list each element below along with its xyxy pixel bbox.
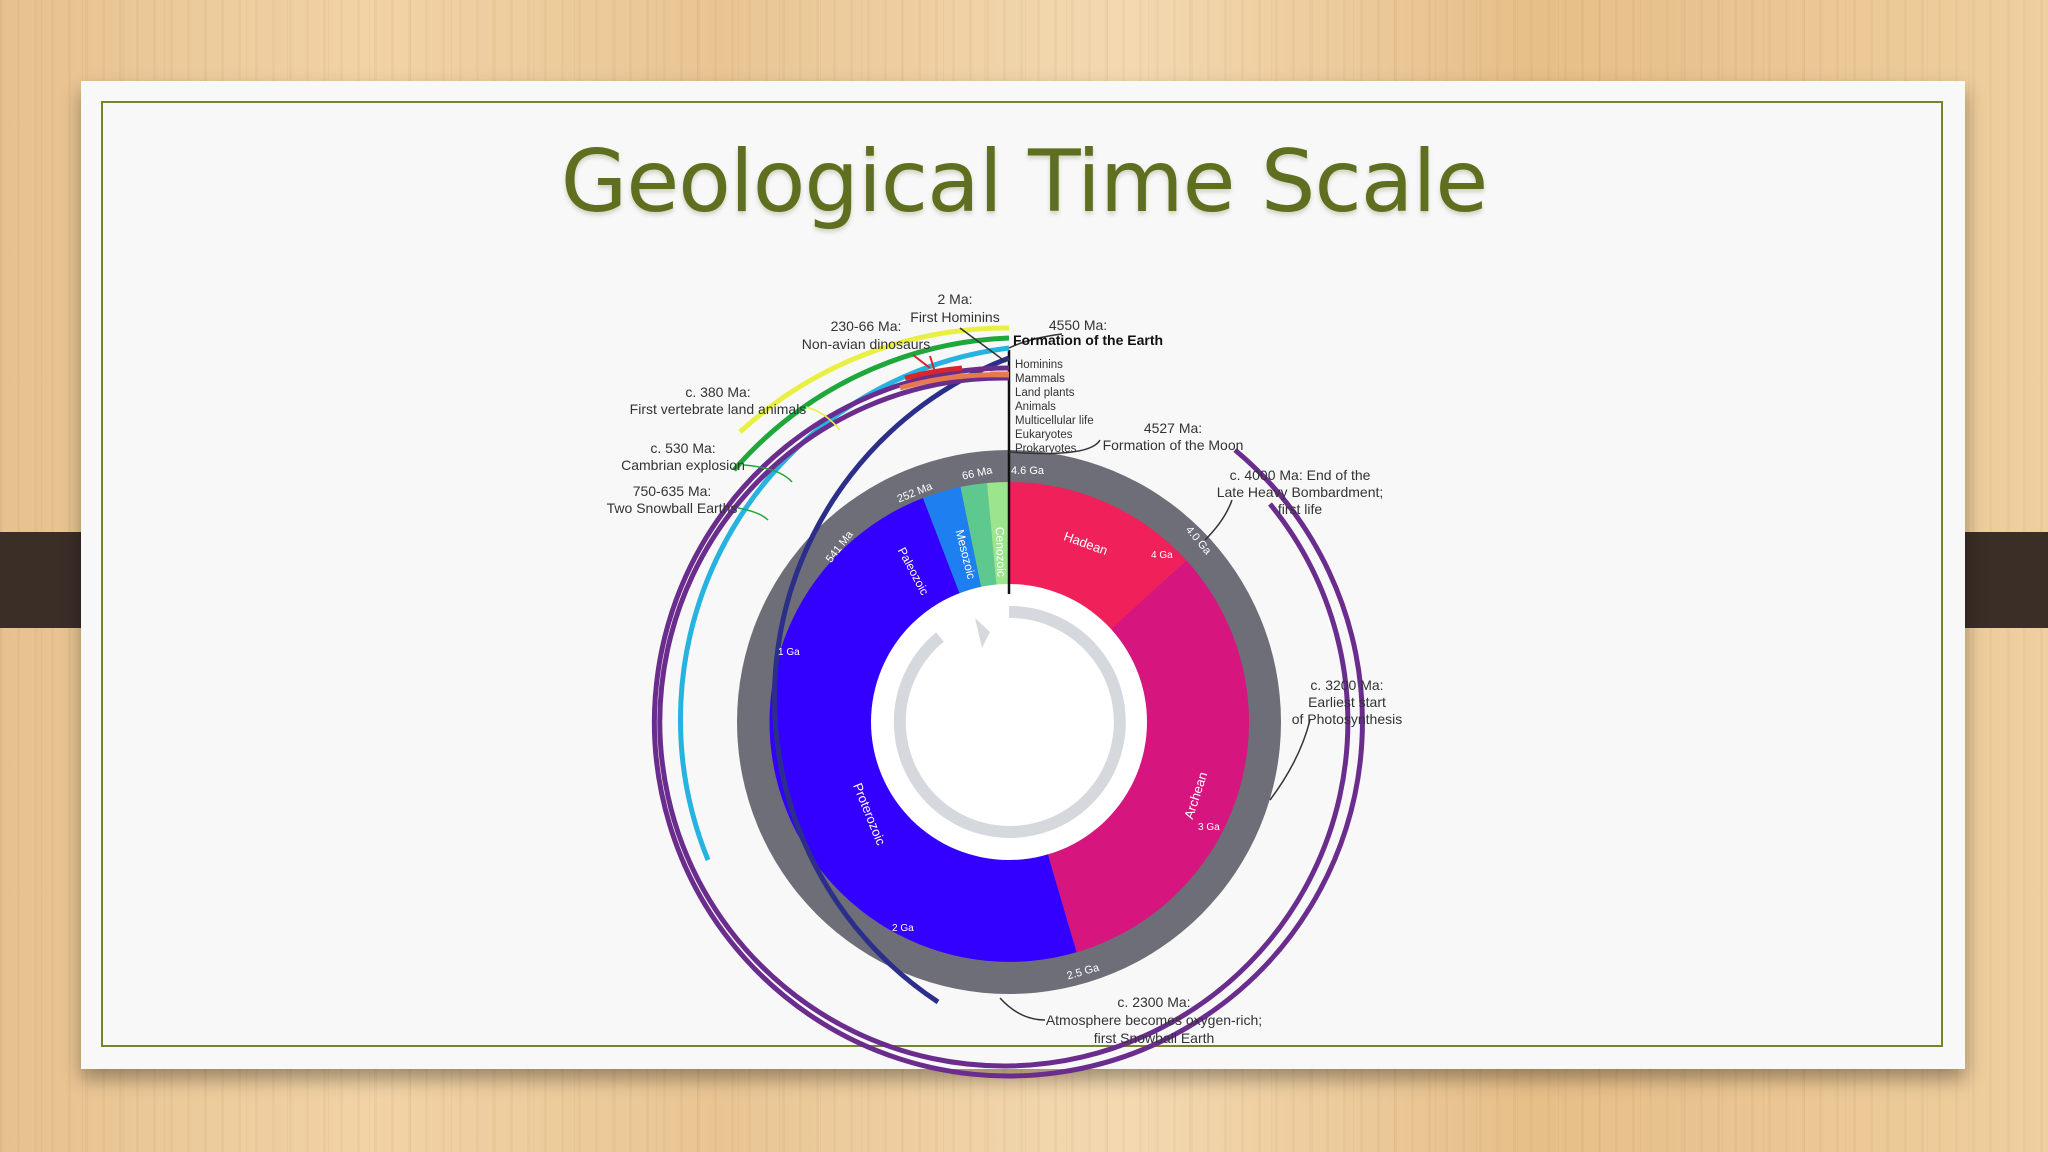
dinosaurs-date: 230-66 Ma: bbox=[831, 318, 902, 334]
snowball-date: 750-635 Ma: bbox=[633, 483, 712, 499]
moon-text: Formation of the Moon bbox=[1103, 437, 1244, 453]
life-label-land-plants: Land plants bbox=[1015, 387, 1075, 399]
time-direction-arrow bbox=[893, 605, 1126, 838]
bombardment-line-1: c. 4000 Ma: End of the bbox=[1230, 467, 1371, 483]
hominins-date: 2 Ma: bbox=[937, 291, 972, 307]
dinosaurs-text: Non-avian dinosaurs bbox=[802, 336, 930, 352]
photosynthesis-arc bbox=[657, 375, 1351, 1069]
inner-disc bbox=[871, 584, 1147, 860]
tick-2ga: 2 Ga bbox=[892, 923, 914, 934]
photosynthesis-line-2: Earliest start bbox=[1308, 694, 1386, 710]
leader-moon bbox=[1008, 439, 1101, 455]
life-label-hominins: Hominins bbox=[1015, 359, 1063, 371]
life-label-animals: Animals bbox=[1015, 401, 1056, 413]
animals-arc bbox=[732, 335, 1010, 472]
slide-border bbox=[101, 101, 1943, 1047]
tick-3ga: 3 Ga bbox=[1198, 822, 1220, 833]
tick-1ga: 1 Ga bbox=[778, 647, 800, 658]
life-label-prokaryotes: Prokaryotes bbox=[1015, 443, 1077, 455]
land-animals-date: c. 380 Ma: bbox=[685, 384, 750, 400]
leader-bombardment bbox=[1204, 499, 1233, 541]
bombardment-line-3: first life bbox=[1278, 501, 1323, 517]
dinosaurs-arc bbox=[904, 365, 963, 381]
hominins-text: First Hominins bbox=[910, 309, 999, 325]
moon-date: 4527 Ma: bbox=[1144, 420, 1202, 436]
oxygen-line-3: first Snowball Earth bbox=[1094, 1030, 1215, 1046]
tick-4ga: 4 Ga bbox=[1151, 550, 1173, 561]
life-label-eukaryotes: Eukaryotes bbox=[1015, 429, 1073, 441]
life-list: Hominins Mammals Land plants Animals Mul… bbox=[1015, 359, 1094, 455]
life-label-mammals: Mammals bbox=[1015, 373, 1065, 385]
prokaryotes-arc bbox=[651, 365, 1365, 1079]
leader-earth bbox=[1008, 333, 1063, 349]
earth-date: 4550 Ma: bbox=[1049, 317, 1107, 333]
photosynthesis-line-3: of Photosynthesis bbox=[1292, 711, 1403, 727]
cenozoic-label: Cenozoic bbox=[993, 527, 1009, 577]
cambrian-text: Cambrian explosion bbox=[621, 457, 745, 473]
photosynthesis-line-1: c. 3200 Ma: bbox=[1310, 677, 1383, 693]
bombardment-line-2: Late Heavy Bombardment; bbox=[1217, 484, 1384, 500]
cambrian-date: c. 530 Ma: bbox=[650, 440, 715, 456]
arrow-head-icon bbox=[975, 618, 990, 648]
life-label-multicellular: Multicellular life bbox=[1015, 415, 1094, 427]
oxygen-line-2: Atmosphere becomes oxygen-rich; bbox=[1046, 1012, 1262, 1028]
leader-oxygen bbox=[999, 997, 1046, 1021]
oxygen-line-1: c. 2300 Ma: bbox=[1117, 994, 1190, 1010]
eukaryotes-arc bbox=[771, 355, 1010, 1005]
leader-photosynthesis bbox=[1269, 719, 1311, 801]
land-animals-text: First vertebrate land animals bbox=[630, 401, 807, 417]
snowball-text: Two Snowball Earths bbox=[607, 500, 738, 516]
land-animals-arc bbox=[738, 325, 1010, 434]
tick-4-6ga: 4.6 Ga bbox=[1011, 465, 1045, 477]
earth-text: Formation of the Earth bbox=[1013, 332, 1163, 348]
leader-hominins bbox=[959, 327, 1007, 363]
slide-title: Geological Time Scale bbox=[560, 132, 1489, 232]
